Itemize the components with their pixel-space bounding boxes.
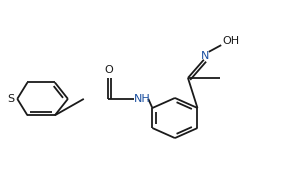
Text: O: O: [104, 65, 113, 75]
Text: NH: NH: [134, 94, 151, 104]
Text: S: S: [7, 94, 14, 104]
Text: OH: OH: [223, 36, 240, 46]
Text: N: N: [201, 51, 209, 61]
